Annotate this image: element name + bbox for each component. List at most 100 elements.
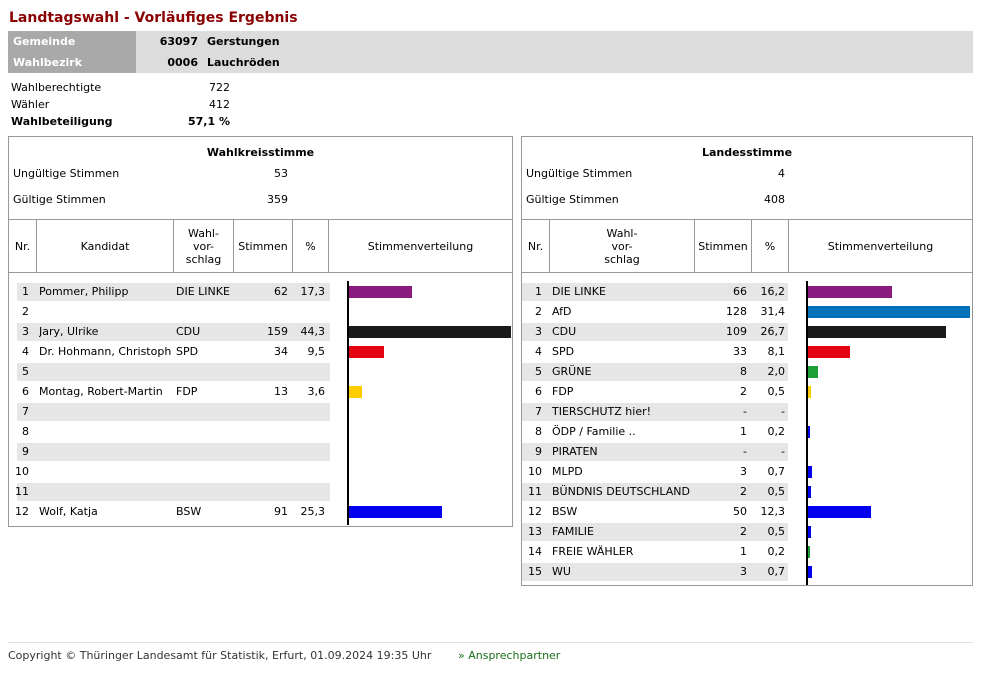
candidate-name bbox=[39, 363, 174, 381]
pct-value bbox=[289, 303, 325, 321]
row-stripe bbox=[522, 523, 788, 541]
vote-bar bbox=[808, 326, 946, 338]
candidate-name bbox=[39, 423, 174, 441]
pct-value bbox=[289, 363, 325, 381]
gemeinde-label: Gemeinde bbox=[8, 31, 136, 52]
votes-value bbox=[239, 483, 288, 501]
header-stimmen: Stimmen bbox=[695, 220, 752, 272]
votes-value: 34 bbox=[274, 345, 288, 358]
party-name: SPD bbox=[552, 345, 575, 358]
row-nr: 5 bbox=[535, 365, 542, 378]
row-stripe bbox=[522, 563, 788, 581]
header-stimmen: Stimmen bbox=[234, 220, 293, 272]
candidate-name: Montag, Robert-Martin bbox=[39, 385, 163, 398]
valid-votes-value: 359 bbox=[267, 193, 288, 206]
party-name bbox=[176, 423, 236, 441]
wahlbezirk-label: Wahlbezirk bbox=[8, 52, 136, 73]
row-nr: 2 bbox=[22, 305, 29, 318]
pct-value bbox=[289, 443, 325, 461]
votes-value: 2 bbox=[740, 385, 747, 398]
row-stripe bbox=[522, 323, 788, 341]
valid-votes-label: Gültige Stimmen bbox=[526, 193, 619, 206]
row-nr: 14 bbox=[528, 545, 542, 558]
party-name bbox=[176, 363, 236, 381]
votes-value bbox=[239, 303, 288, 321]
header-nr: Nr. bbox=[9, 220, 37, 272]
pct-value bbox=[289, 483, 325, 501]
votes-value bbox=[239, 363, 288, 381]
votes-value: 33 bbox=[733, 345, 747, 358]
votes-value: 91 bbox=[274, 505, 288, 518]
party-name bbox=[176, 483, 236, 501]
table-header: Nr. Wahl- vor- schlag Stimmen % Stimmenv… bbox=[522, 219, 972, 273]
votes-value: 128 bbox=[726, 305, 747, 318]
pct-value: - bbox=[781, 445, 785, 458]
pct-value: 0,2 bbox=[767, 545, 786, 558]
row-stripe bbox=[17, 443, 330, 461]
pct-value: 31,4 bbox=[760, 305, 786, 318]
vote-bar bbox=[349, 346, 384, 358]
pct-value: 17,3 bbox=[300, 285, 326, 298]
stat-label: Wahlberechtigte bbox=[11, 81, 102, 94]
pct-value: - bbox=[781, 405, 785, 418]
row-nr: 4 bbox=[535, 345, 542, 358]
party-name: BSW bbox=[552, 505, 578, 518]
row-nr: 7 bbox=[535, 405, 542, 418]
votes-value bbox=[239, 443, 288, 461]
party-name: FREIE WÄHLER bbox=[552, 545, 634, 558]
party-name bbox=[176, 463, 236, 481]
pct-value: 0,5 bbox=[767, 485, 786, 498]
row-nr: 5 bbox=[22, 365, 29, 378]
candidate-name: Jary, Ulrike bbox=[39, 325, 99, 338]
votes-value: 2 bbox=[740, 525, 747, 538]
row-nr: 3 bbox=[535, 325, 542, 338]
pct-value: 16,2 bbox=[760, 285, 786, 298]
bar-axis bbox=[806, 281, 808, 585]
candidate-name bbox=[39, 483, 174, 501]
pct-value: 44,3 bbox=[300, 325, 326, 338]
stat-value: 412 bbox=[209, 98, 230, 111]
row-nr: 10 bbox=[15, 465, 29, 478]
contact-link[interactable]: » Ansprechpartner bbox=[458, 649, 561, 662]
wahlkreisstimme-panel: Wahlkreisstimme Ungültige Stimmen 53 Gül… bbox=[8, 136, 513, 527]
row-nr: 9 bbox=[535, 445, 542, 458]
row-stripe bbox=[17, 323, 330, 341]
bar-axis bbox=[347, 281, 349, 525]
row-stripe bbox=[522, 483, 788, 501]
row-nr: 4 bbox=[22, 345, 29, 358]
header-stimmenverteilung: Stimmenverteilung bbox=[827, 239, 934, 253]
row-stripe bbox=[17, 403, 330, 421]
gemeinde-number: 63097 bbox=[159, 35, 198, 48]
party-name: WU bbox=[552, 565, 571, 578]
header-vorschlag: Wahl- vor- schlag bbox=[550, 220, 695, 272]
row-nr: 11 bbox=[528, 485, 542, 498]
pct-value: 25,3 bbox=[300, 505, 326, 518]
vote-bar bbox=[808, 466, 812, 478]
pct-value bbox=[289, 463, 325, 481]
row-nr: 10 bbox=[528, 465, 542, 478]
votes-value: 3 bbox=[740, 565, 747, 578]
candidate-name bbox=[39, 403, 174, 421]
votes-value bbox=[239, 463, 288, 481]
vote-bar bbox=[808, 566, 812, 578]
pct-value: 0,7 bbox=[767, 565, 786, 578]
vote-bar bbox=[808, 386, 811, 398]
votes-value: 66 bbox=[733, 285, 747, 298]
row-nr: 12 bbox=[15, 505, 29, 518]
vote-bar bbox=[808, 366, 818, 378]
panel-title: Wahlkreisstimme bbox=[206, 146, 315, 159]
row-nr: 12 bbox=[528, 505, 542, 518]
party-name: FDP bbox=[552, 385, 574, 398]
row-nr: 8 bbox=[22, 425, 29, 438]
vote-bar bbox=[808, 306, 970, 318]
copyright: Copyright © Thüringer Landesamt für Stat… bbox=[8, 649, 432, 662]
pct-value bbox=[289, 403, 325, 421]
gemeinde-name: Gerstungen bbox=[207, 35, 280, 48]
invalid-votes-value: 53 bbox=[274, 167, 288, 180]
pct-value: 2,0 bbox=[767, 365, 786, 378]
pct-value: 26,7 bbox=[760, 325, 786, 338]
row-stripe bbox=[522, 363, 788, 381]
header-nr: Nr. bbox=[522, 220, 550, 272]
votes-value: 1 bbox=[740, 425, 747, 438]
vote-bar bbox=[808, 486, 811, 498]
